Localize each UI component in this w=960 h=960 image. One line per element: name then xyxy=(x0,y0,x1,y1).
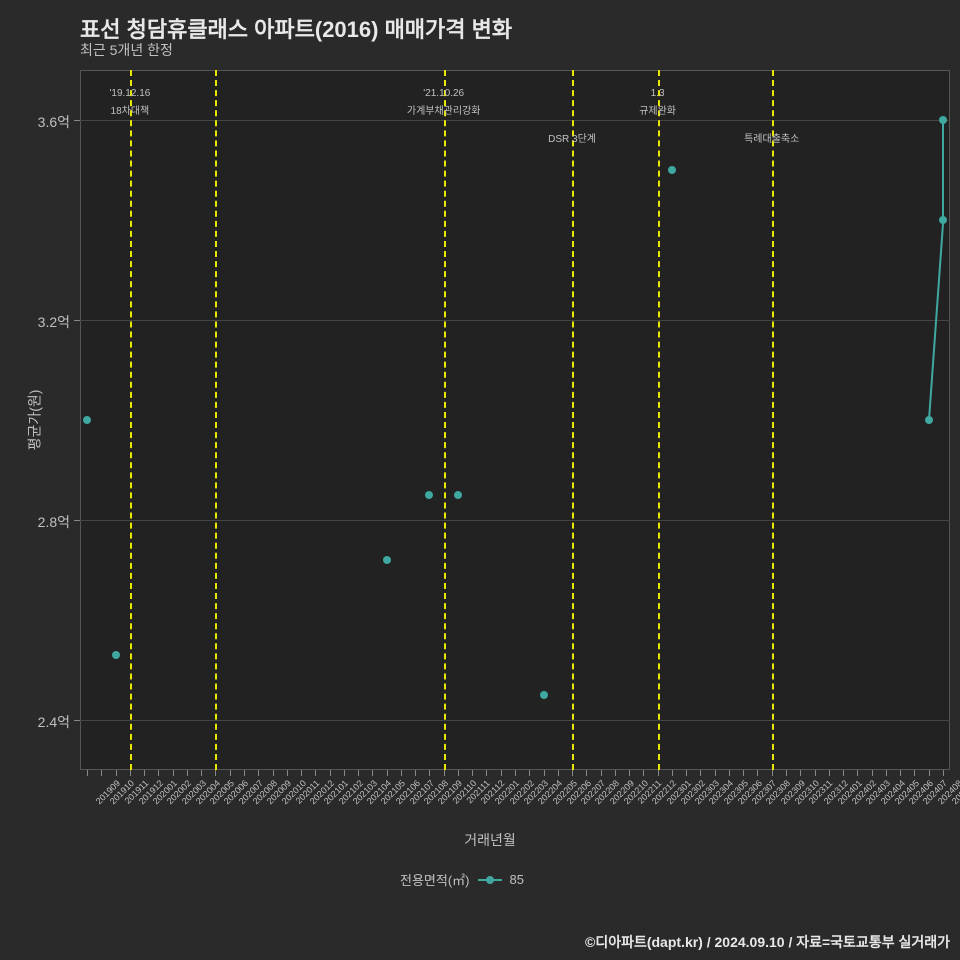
data-point xyxy=(925,416,933,424)
plot-area xyxy=(80,70,950,770)
reference-line xyxy=(658,70,660,770)
reference-line-label: '19.12.16 xyxy=(80,88,180,99)
series-line xyxy=(942,120,944,220)
data-point xyxy=(454,491,462,499)
reference-line-label: 1.3 xyxy=(608,88,708,99)
chart-subtitle: 최근 5개년 한정 xyxy=(80,40,173,60)
reference-line-label: '21.10.26 xyxy=(394,88,494,99)
data-point xyxy=(939,216,947,224)
data-point xyxy=(939,116,947,124)
reference-line-label: 가계부채관리강화 xyxy=(394,102,494,117)
legend-title: 전용면적(㎡) xyxy=(400,870,470,889)
data-point xyxy=(540,691,548,699)
y-tick-label: 3.2억 xyxy=(10,312,70,332)
reference-line-label: 18차대책 xyxy=(80,102,180,117)
reference-line xyxy=(444,70,446,770)
reference-line xyxy=(215,70,217,770)
reference-line-label: 규제완화 xyxy=(608,102,708,117)
legend: 전용면적(㎡) 85 xyxy=(400,870,524,889)
y-tick-label: 3.6억 xyxy=(10,112,70,132)
data-point xyxy=(668,166,676,174)
footer-credit: ©디아파트(dapt.kr) / 2024.09.10 / 자료=국토교통부 실… xyxy=(585,932,950,952)
legend-item-label: 85 xyxy=(510,872,524,887)
reference-line-label: 특례대출축소 xyxy=(722,130,822,145)
legend-marker xyxy=(478,879,502,881)
y-tick-label: 2.8억 xyxy=(10,512,70,532)
y-tick-label: 2.4억 xyxy=(10,712,70,732)
reference-line xyxy=(130,70,132,770)
data-point xyxy=(383,556,391,564)
y-axis-label: 평균가(원) xyxy=(24,390,44,451)
x-axis-label: 거래년월 xyxy=(430,830,550,850)
reference-line xyxy=(572,70,574,770)
data-point xyxy=(112,651,120,659)
reference-line-label: DSR 3단계 xyxy=(522,130,622,145)
reference-line xyxy=(772,70,774,770)
